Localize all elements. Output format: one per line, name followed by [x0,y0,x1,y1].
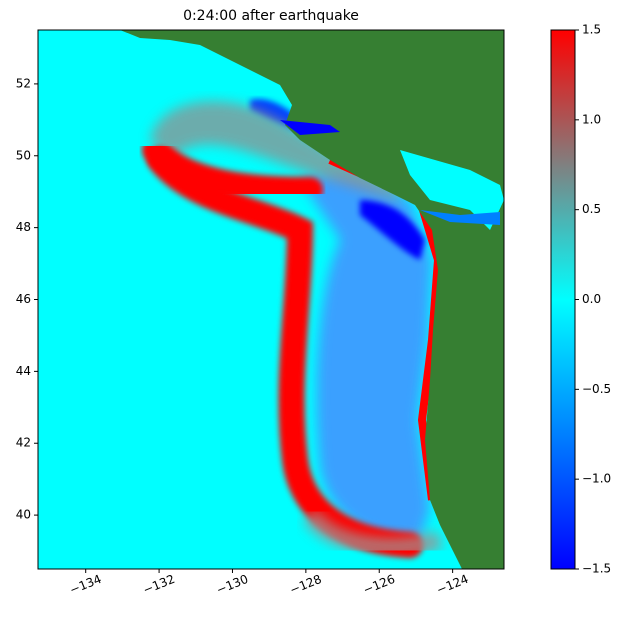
y-tick-label: 40 [16,508,31,522]
colorbar-tick-label: −0.5 [582,382,611,396]
y-tick-label: 52 [16,76,31,90]
colorbar-tick-label: 1.0 [582,112,601,126]
y-tick-label: 44 [16,364,31,378]
y-tick-label: 46 [16,292,31,306]
x-tick-label: −128 [288,572,324,597]
colorbar-frame [550,29,576,570]
colorbar-tick-label: 0.5 [582,202,601,216]
x-tick-label: −134 [68,572,104,597]
colorbar-tick-label: 0.0 [582,292,601,306]
field [38,30,504,569]
x-tick-label: −124 [435,572,471,597]
colorbar-tick-label: 1.5 [582,23,601,37]
colorbar [551,30,575,569]
x-tick-label: −130 [214,572,250,597]
colorbar-tick-label: −1.5 [582,562,611,576]
y-tick-label: 48 [16,220,31,234]
x-tick-label: −132 [141,572,177,597]
y-tick-label: 50 [16,148,31,162]
chart-title: 0:24:00 after earthquake [183,8,359,24]
x-tick-label: −126 [361,572,397,597]
y-tick-label: 42 [16,436,31,450]
colorbar-tick-label: −1.0 [582,472,611,486]
